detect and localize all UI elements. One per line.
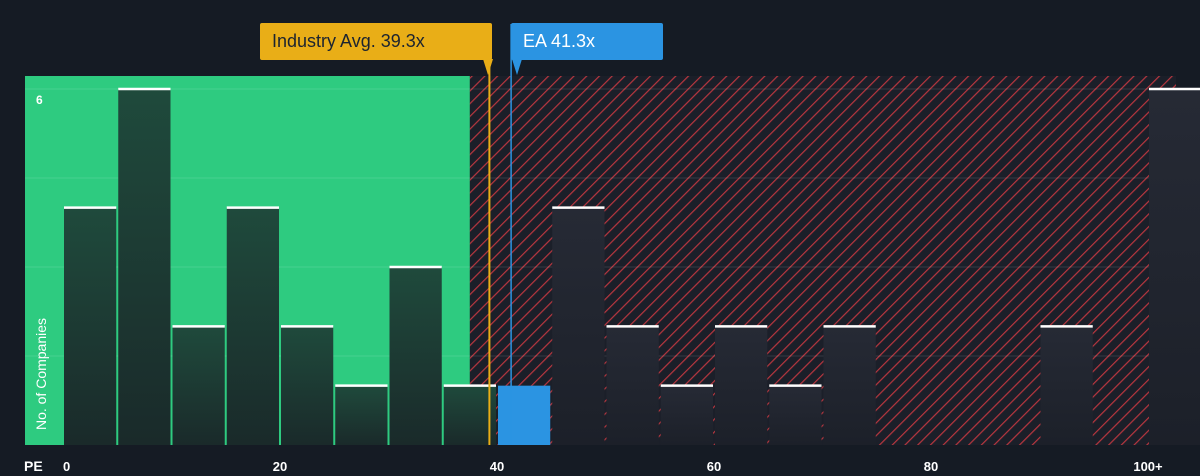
company-pe-pointer — [512, 59, 522, 75]
x-tick-label: 20 — [273, 459, 287, 474]
histogram-bar — [172, 326, 225, 445]
histogram-bar — [281, 326, 334, 445]
histogram-bar — [552, 207, 605, 445]
histogram-bar — [1149, 89, 1200, 445]
company-bar — [498, 385, 551, 445]
x-tick-label: 60 — [707, 459, 721, 474]
histogram-bar — [823, 326, 876, 445]
industry-avg-callout: Industry Avg. 39.3x — [260, 23, 492, 60]
histogram-bar — [226, 207, 279, 445]
x-axis-ticks: 0 20 40 60 80 100+ — [63, 459, 1163, 474]
histogram-bar — [715, 326, 768, 445]
histogram-bar — [64, 207, 117, 445]
x-tick-label: 40 — [490, 459, 504, 474]
histogram-bar — [606, 326, 659, 445]
histogram-bars — [64, 87, 1200, 445]
histogram-bar — [335, 385, 388, 445]
company-pe-callout: EA 41.3x — [511, 23, 663, 60]
histogram-bar — [443, 385, 496, 445]
industry-avg-pointer — [483, 59, 493, 75]
histogram-bar — [660, 385, 713, 445]
x-tick-label: 100+ — [1133, 459, 1163, 474]
y-axis-label: No. of Companies — [33, 318, 49, 430]
histogram-bar — [389, 267, 442, 445]
histogram-bar — [118, 89, 171, 445]
x-tick-label: 80 — [924, 459, 938, 474]
x-axis-label: PE — [24, 458, 43, 474]
histogram-bar — [769, 385, 822, 445]
x-tick-label: 0 — [63, 459, 70, 474]
y-tick-label: 6 — [36, 93, 43, 107]
histogram-bar — [1040, 326, 1093, 445]
